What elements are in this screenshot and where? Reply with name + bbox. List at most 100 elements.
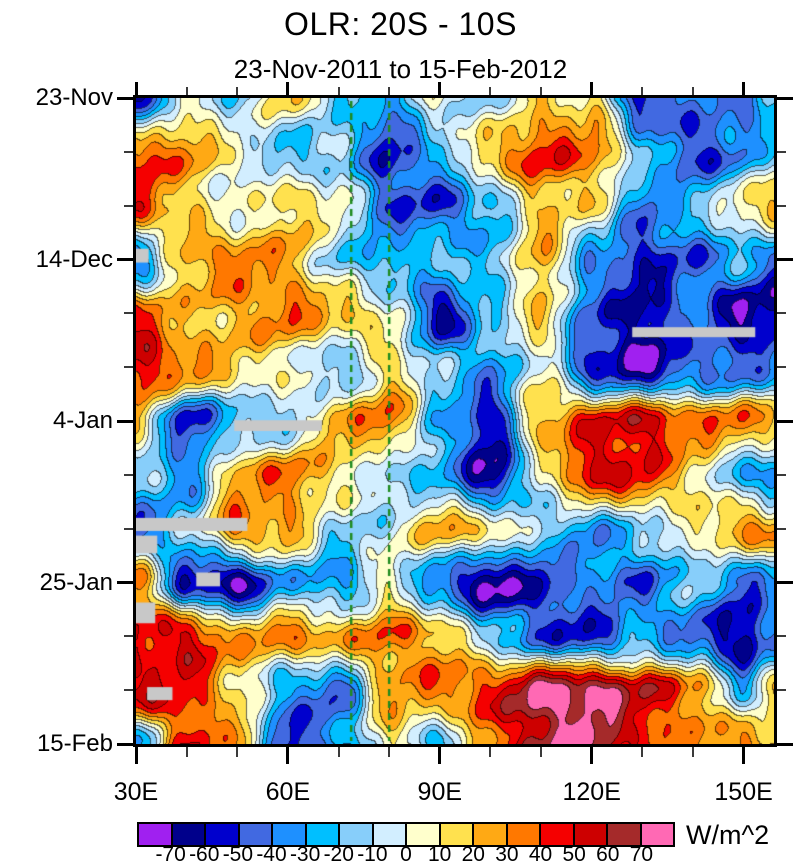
axis-tick	[388, 87, 391, 95]
y-tick-label: 23-Nov	[35, 84, 113, 111]
colorbar-tick-label: -60	[189, 843, 220, 863]
axis-tick	[777, 581, 793, 584]
axis-tick	[777, 96, 793, 100]
axis-tick	[742, 747, 746, 764]
axis-tick	[590, 82, 594, 95]
axis-tick	[489, 87, 492, 95]
axis-tick	[337, 747, 340, 757]
x-tick-label: 150E	[714, 778, 773, 806]
plot-area	[133, 95, 777, 747]
colorbar-tick-label: 20	[461, 843, 485, 863]
axis-tick	[124, 473, 133, 476]
axis-tick	[117, 258, 133, 261]
colorbar-tick-label: 10	[427, 843, 452, 863]
colorbar-tick-label: -30	[289, 843, 321, 863]
axis-tick	[777, 366, 786, 369]
colorbar-cell	[407, 824, 441, 845]
axis-tick	[777, 742, 793, 746]
y-tick-label: 25-Jan	[39, 568, 113, 596]
axis-tick	[489, 747, 492, 757]
axis-tick	[641, 747, 644, 757]
colorbar-cell	[541, 824, 575, 845]
colorbar-cell	[373, 824, 407, 845]
axis-tick	[117, 742, 133, 746]
y-tick-label: 15-Feb	[36, 730, 113, 757]
x-tick-label: 120E	[562, 778, 621, 806]
axis-tick	[185, 87, 188, 95]
axis-tick	[117, 419, 133, 423]
axis-tick	[691, 747, 694, 757]
colorbar-tick-label: -20	[323, 843, 354, 863]
axis-tick	[124, 527, 133, 530]
chart-subtitle: 23-Nov-2011 to 15-Feb-2012	[233, 54, 568, 84]
colorbar-cell	[172, 824, 206, 845]
y-tick-label: 14-Dec	[35, 245, 113, 273]
axis-tick	[124, 150, 133, 153]
axis-tick	[117, 581, 133, 584]
colorbar-tick-label: -40	[256, 843, 287, 863]
colorbar-cell	[340, 824, 374, 845]
axis-tick	[742, 82, 746, 95]
axis-tick	[540, 747, 543, 757]
x-tick-label: 90E	[417, 778, 463, 806]
axis-tick	[691, 87, 694, 95]
axis-tick	[117, 96, 133, 100]
colorbar-cell	[474, 824, 508, 845]
axis-tick	[124, 204, 133, 207]
axis-tick	[777, 527, 786, 530]
axis-tick	[777, 312, 786, 315]
colorbar-cell	[139, 824, 173, 845]
colorbar-cell	[608, 824, 642, 845]
colorbar-tick-label: -10	[357, 843, 388, 863]
axis-tick	[641, 87, 644, 95]
x-tick-label: 30E	[113, 778, 159, 806]
colorbar-cell	[440, 824, 474, 845]
axis-tick	[777, 419, 793, 423]
axis-tick	[777, 473, 786, 476]
axis-tick	[124, 689, 133, 692]
colorbar-tick-label: 30	[495, 843, 519, 863]
heatmap-canvas	[136, 98, 774, 744]
colorbar-cell	[206, 824, 240, 845]
axis-tick	[438, 82, 442, 95]
axis-tick	[185, 747, 188, 757]
colorbar-cell	[507, 824, 541, 845]
axis-tick	[124, 312, 133, 315]
axis-tick	[236, 87, 239, 95]
y-tick-label: 4-Jan	[52, 407, 113, 434]
colorbar-units-label: W/m^2	[686, 820, 770, 850]
axis-tick	[337, 87, 340, 95]
chart-title: OLR: 20S - 10S	[284, 6, 517, 42]
axis-tick	[286, 747, 290, 764]
colorbar-tick-label: 50	[562, 843, 586, 863]
colorbar-cell	[574, 824, 608, 845]
axis-tick	[590, 747, 594, 764]
x-tick-label: 60E	[265, 778, 311, 806]
colorbar	[137, 822, 675, 847]
colorbar-tick-label: -70	[155, 843, 186, 863]
axis-tick	[134, 82, 138, 95]
axis-tick	[777, 689, 786, 692]
axis-tick	[236, 747, 239, 757]
colorbar-tick-label: -50	[222, 843, 254, 863]
axis-tick	[124, 366, 133, 369]
axis-tick	[438, 747, 442, 764]
axis-tick	[777, 635, 786, 638]
colorbar-tick-label: 40	[528, 843, 553, 863]
colorbar-cell	[239, 824, 273, 845]
axis-tick	[134, 747, 138, 764]
axis-tick	[777, 204, 786, 207]
axis-tick	[777, 150, 786, 153]
colorbar-cell	[273, 824, 307, 845]
colorbar-tick-label: 0	[400, 843, 412, 863]
axis-tick	[777, 258, 793, 261]
colorbar-tick-label: 70	[629, 843, 654, 863]
colorbar-tick-label: 60	[596, 843, 620, 863]
axis-tick	[286, 82, 290, 95]
axis-tick	[388, 747, 391, 757]
axis-tick	[124, 635, 133, 638]
axis-tick	[540, 87, 543, 95]
colorbar-cell	[306, 824, 340, 845]
colorbar-cell	[641, 824, 673, 845]
